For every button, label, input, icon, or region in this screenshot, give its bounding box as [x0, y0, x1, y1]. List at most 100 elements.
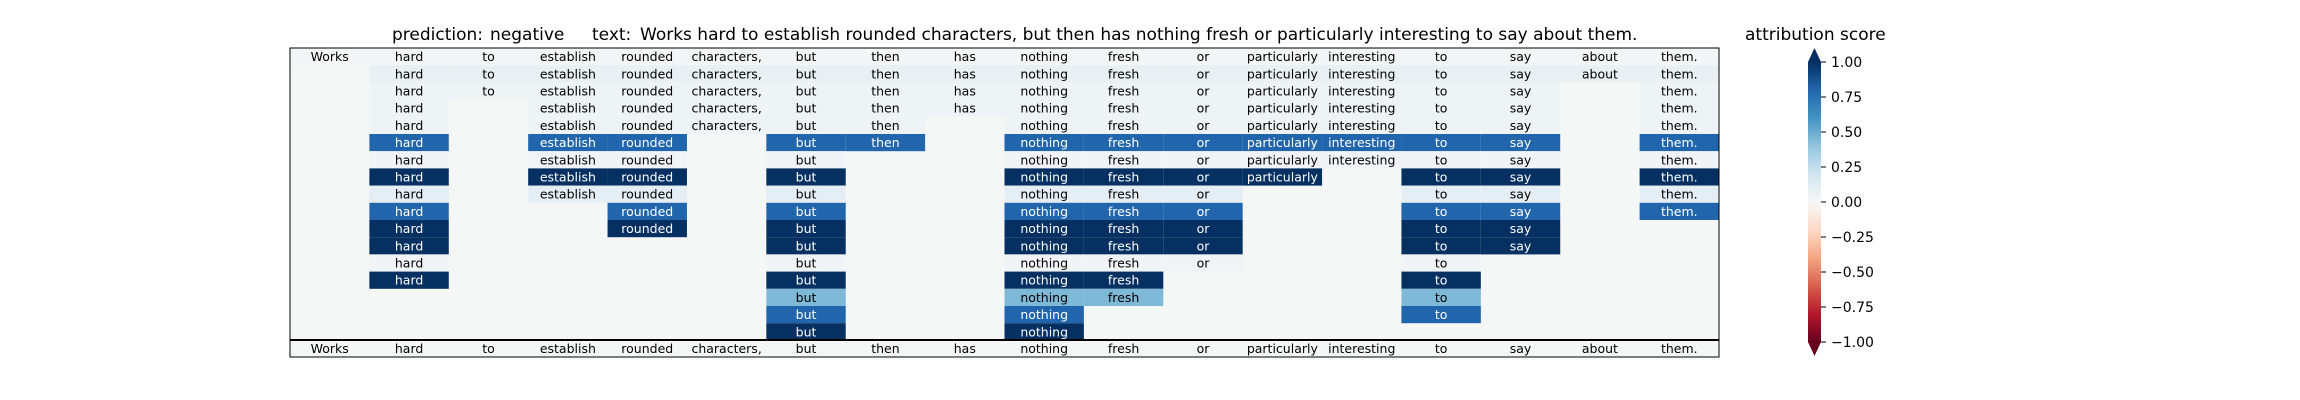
cell-token-label: them.	[1661, 84, 1698, 99]
cell-token-label: fresh	[1108, 187, 1139, 202]
cell-token-label: interesting	[1328, 66, 1395, 81]
heatmap-cell	[1560, 48, 1640, 66]
cell-token-label: but	[796, 256, 817, 271]
cell-token-label: to	[1435, 84, 1448, 99]
cell-token-label: then	[871, 101, 899, 116]
cell-token-label: rounded	[621, 204, 673, 219]
cell-token-label: or	[1197, 238, 1211, 253]
cell-token-label: to	[1435, 152, 1448, 167]
x-tick-label: to	[1435, 341, 1448, 356]
heatmap-cell	[1083, 168, 1164, 186]
heatmap-cell	[607, 151, 687, 169]
cell-token-label: nothing	[1020, 204, 1068, 219]
cell-token-label: interesting	[1328, 152, 1395, 167]
heatmap-cell	[1004, 99, 1084, 117]
cell-token-label: them.	[1661, 118, 1698, 133]
heatmap-cell	[1083, 82, 1164, 100]
x-tick-label: but	[796, 341, 817, 356]
cell-token-label: nothing	[1020, 118, 1068, 133]
heatmap-cell	[1083, 48, 1164, 66]
x-tick-label: say	[1510, 341, 1532, 356]
cell-token-label: characters,	[691, 101, 761, 116]
heatmap-cell	[1004, 288, 1084, 306]
cell-token-label: them.	[1661, 66, 1698, 81]
cell-token-label: establish	[540, 101, 596, 116]
heatmap-cell	[369, 254, 449, 272]
heatmap-cell	[528, 168, 608, 186]
cell-token-label: rounded	[621, 66, 673, 81]
heatmap-cell	[766, 48, 846, 66]
heatmap-cell	[369, 185, 449, 203]
cell-token-label: establish	[540, 187, 596, 202]
cell-token-label: nothing	[1020, 170, 1068, 185]
cell-token-label: fresh	[1108, 135, 1139, 150]
heatmap-cell	[1480, 134, 1561, 152]
cell-token-label: or	[1197, 152, 1211, 167]
cell-token-label: nothing	[1020, 84, 1068, 99]
heatmap-cell	[1401, 254, 1481, 272]
cell-token-label: characters,	[691, 49, 761, 64]
heatmap-cell	[686, 65, 767, 83]
heatmap-cell	[1242, 99, 1323, 117]
cell-token-label: or	[1197, 135, 1211, 150]
heatmap-cell	[1083, 237, 1164, 255]
heatmap-cell	[1083, 254, 1164, 272]
colorbar-tick-label: −0.75	[1831, 300, 1874, 316]
cell-token-label: fresh	[1108, 290, 1139, 305]
heatmap-cell	[1480, 48, 1561, 66]
x-tick-label: or	[1197, 341, 1211, 356]
cell-token-label: but	[796, 307, 817, 322]
cell-token-label: rounded	[621, 135, 673, 150]
heatmap-cell	[1401, 220, 1481, 238]
cell-token-label: has	[954, 66, 976, 81]
cell-token-label: say	[1510, 187, 1532, 202]
cell-token-label: to	[1435, 101, 1448, 116]
cell-token-label: them.	[1661, 170, 1698, 185]
heatmap-cell	[528, 82, 608, 100]
x-tick-label: them.	[1661, 341, 1698, 356]
heatmap-cell	[1004, 254, 1084, 272]
heatmap-cell	[1242, 116, 1323, 134]
heatmap-cell	[925, 99, 1005, 117]
cell-token-label: hard	[395, 135, 423, 150]
cell-token-label: say	[1510, 101, 1532, 116]
heatmap-cell	[528, 65, 608, 83]
heatmap-cell	[1401, 306, 1481, 324]
heatmap-cell	[766, 323, 846, 341]
colorbar-extend-bottom	[1808, 342, 1821, 356]
heatmap-cell	[1639, 99, 1719, 117]
cell-token-label: rounded	[621, 49, 673, 64]
heatmap-cell	[766, 202, 846, 220]
cell-token-label: but	[796, 135, 817, 150]
cell-token-label: then	[871, 66, 899, 81]
cell-token-label: about	[1582, 49, 1618, 64]
cell-token-label: nothing	[1020, 273, 1068, 288]
heatmap-cell	[766, 185, 846, 203]
cell-token-label: or	[1197, 221, 1211, 236]
heatmap-cell	[528, 48, 608, 66]
cell-token-label: rounded	[621, 170, 673, 185]
cell-token-label: hard	[395, 204, 423, 219]
heatmap-cell	[1401, 65, 1481, 83]
heatmap-cell	[1639, 65, 1719, 83]
cell-token-label: but	[796, 221, 817, 236]
title-prediction-value: negative	[490, 25, 564, 45]
cell-token-label: fresh	[1108, 170, 1139, 185]
heatmap-cell	[528, 185, 608, 203]
x-tick-label: rounded	[621, 341, 673, 356]
heatmap-cell	[528, 134, 608, 152]
cell-token-label: establish	[540, 170, 596, 185]
cell-token-label: to	[1435, 307, 1448, 322]
heatmap-cell	[1083, 151, 1164, 169]
cell-token-label: to	[1435, 170, 1448, 185]
heatmap-cell	[1480, 185, 1561, 203]
cell-token-label: but	[796, 187, 817, 202]
heatmap-cell	[1163, 185, 1243, 203]
cell-token-label: has	[954, 84, 976, 99]
heatmap-cell	[1322, 82, 1402, 100]
heatmap-cell	[1480, 237, 1561, 255]
heatmap-cell	[1401, 99, 1481, 117]
heatmap-cell	[369, 271, 449, 289]
cell-token-label: or	[1197, 256, 1211, 271]
